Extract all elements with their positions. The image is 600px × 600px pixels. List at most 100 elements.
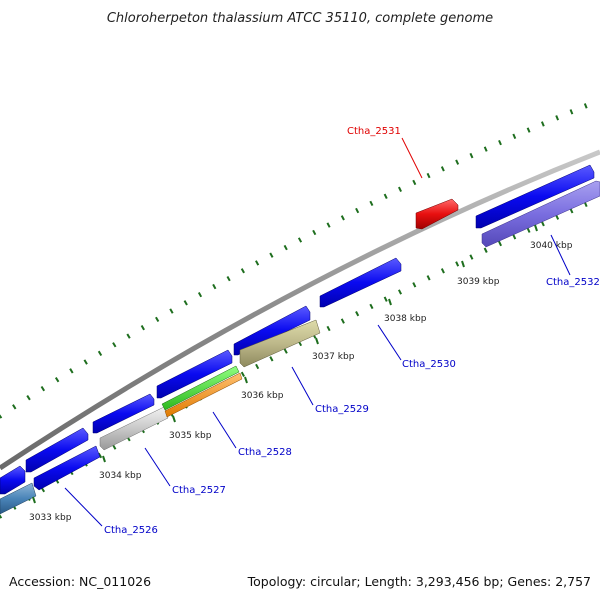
gc-tick (569, 109, 574, 115)
gene-arrow-reverse[interactable] (161, 365, 240, 411)
gc-tick (112, 444, 117, 450)
gene-arrow-forward[interactable] (233, 305, 311, 356)
kbp-tick-label: 3037 kbp (312, 352, 355, 362)
accession-label: Accession: NC_011026 (9, 574, 151, 589)
gc-tick (340, 318, 345, 324)
gc-tick (540, 121, 545, 127)
gc-tick (283, 348, 288, 354)
gene-label-leader (64, 487, 103, 527)
kbp-tick (315, 337, 319, 345)
gene-arrow-reverse[interactable] (239, 319, 321, 368)
gc-tick (440, 166, 445, 172)
gc-tick (497, 240, 503, 247)
gc-tick (455, 261, 460, 267)
gc-tick (54, 377, 60, 383)
gc-tick (212, 283, 217, 290)
gc-tick (255, 363, 260, 370)
gc-tick (340, 215, 345, 221)
kbp-tick-label: 3040 kbp (530, 241, 573, 251)
gc-tick (283, 244, 288, 251)
gc-tick (26, 395, 31, 401)
gene-label[interactable]: Ctha_2532 (546, 277, 600, 288)
gc-tick (0, 514, 3, 519)
gc-tick (412, 282, 417, 288)
gene-labels: Ctha_2526 Ctha_2527 Ctha_2528 Ctha_2529 … (104, 126, 600, 536)
forward-strand-genes (0, 164, 595, 495)
gc-tick (355, 207, 360, 214)
gc-tick (226, 276, 231, 282)
kbp-tick-label: 3036 kbp (241, 391, 284, 401)
kbp-tick (534, 224, 538, 232)
gc-tick (412, 179, 417, 186)
map-title: Chloroherpeton thalassium ATCC 35110, co… (107, 11, 493, 26)
gene-label-leader (144, 447, 171, 487)
kbp-tick (102, 455, 106, 463)
kbp-tick (244, 376, 248, 384)
gc-tick (398, 186, 402, 193)
gc-tick (355, 311, 360, 317)
gc-tick (97, 350, 103, 357)
gc-tick (383, 296, 388, 302)
gene-label[interactable]: Ctha_2530 (402, 359, 456, 370)
gc-tick (583, 103, 588, 109)
gene-arrow-forward[interactable] (25, 427, 89, 473)
gc-tick (426, 172, 431, 179)
gc-tick (155, 316, 160, 323)
gc-tick (126, 333, 131, 339)
gc-tick (140, 325, 145, 331)
gene-arrow-highlighted[interactable] (415, 198, 459, 230)
gc-tick (83, 359, 88, 365)
kbp-tick-label: 3035 kbp (169, 431, 212, 441)
genome-backbone (0, 149, 600, 471)
gc-tick (455, 159, 460, 165)
gene-label[interactable]: Ctha_2528 (238, 447, 292, 458)
gc-tick (383, 193, 388, 200)
gene-arrow-forward[interactable] (156, 349, 233, 399)
gene-arrow-reverse[interactable] (0, 482, 37, 515)
kbp-tick (172, 415, 176, 423)
kbp-tick-label: 3038 kbp (384, 314, 427, 324)
reverse-strand-genes (0, 180, 600, 515)
gc-ticks (0, 103, 588, 519)
gene-label-leader (401, 137, 423, 179)
kbp-tick (461, 260, 465, 268)
gc-tick (69, 368, 74, 374)
gene-label[interactable]: Ctha_2526 (104, 525, 158, 536)
gc-tick (112, 342, 117, 348)
gene-arrow-forward[interactable] (92, 393, 155, 434)
gene-arrow-reverse[interactable] (33, 445, 101, 491)
gene-arrow-forward[interactable] (0, 465, 26, 495)
gc-tick (255, 260, 260, 266)
gc-tick (426, 275, 431, 281)
kbp-tick-labels: 3033 kbp 3034 kbp 3035 kbp 3036 kbp 3037… (29, 241, 573, 523)
gc-tick (326, 222, 331, 228)
gc-tick (469, 254, 474, 260)
gene-arrow-reverse[interactable] (481, 180, 600, 248)
gene-label-leader (550, 234, 571, 276)
gene-label[interactable]: Ctha_2527 (172, 485, 226, 496)
kbp-tick-label: 3039 kbp (457, 277, 500, 287)
kbp-tick-label: 3033 kbp (29, 513, 72, 523)
gene-label-leader (291, 366, 314, 406)
gene-arrow-reverse[interactable] (99, 406, 169, 451)
gene-label[interactable]: Ctha_2529 (315, 404, 369, 415)
gene-label-highlighted[interactable]: Ctha_2531 (347, 126, 401, 137)
gc-tick (0, 414, 3, 419)
gc-tick (269, 252, 274, 258)
gc-tick (440, 268, 445, 274)
gc-tick (512, 234, 517, 240)
gene-label-leaders (64, 137, 571, 527)
gene-arrow-forward[interactable] (475, 164, 595, 229)
gene-arrow-reverse[interactable] (164, 372, 243, 418)
gc-tick (240, 268, 245, 274)
gc-tick (183, 300, 188, 306)
gc-tick (526, 227, 531, 233)
gc-tick (12, 404, 17, 410)
gc-tick (40, 385, 46, 392)
gc-tick (555, 115, 560, 121)
gc-tick (469, 152, 474, 159)
kbp-tick (32, 496, 36, 504)
gc-tick (297, 237, 303, 243)
gene-arrow-forward[interactable] (319, 257, 402, 308)
